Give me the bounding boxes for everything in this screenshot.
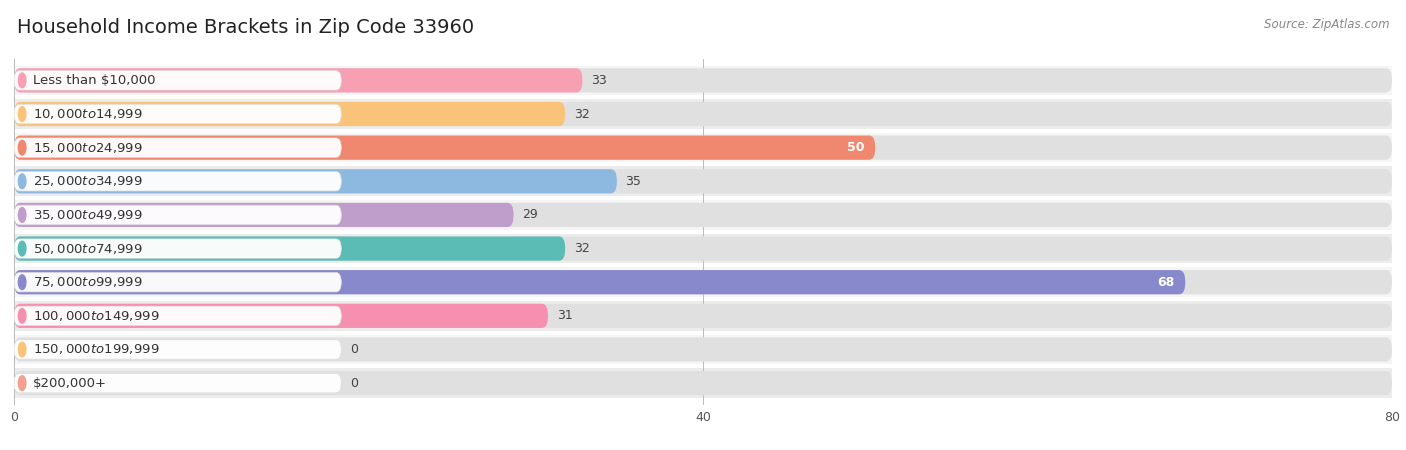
FancyBboxPatch shape	[14, 99, 1392, 129]
Text: 0: 0	[350, 377, 359, 390]
FancyBboxPatch shape	[14, 200, 1392, 230]
Circle shape	[18, 207, 25, 222]
FancyBboxPatch shape	[14, 236, 1392, 261]
FancyBboxPatch shape	[14, 68, 582, 93]
FancyBboxPatch shape	[14, 102, 1392, 126]
FancyBboxPatch shape	[14, 304, 548, 328]
Circle shape	[18, 73, 25, 88]
Circle shape	[18, 309, 25, 323]
FancyBboxPatch shape	[14, 169, 1392, 194]
FancyBboxPatch shape	[14, 166, 1392, 196]
Circle shape	[18, 174, 25, 189]
Circle shape	[18, 241, 25, 256]
FancyBboxPatch shape	[14, 371, 1392, 395]
FancyBboxPatch shape	[14, 304, 1392, 328]
Text: $25,000 to $34,999: $25,000 to $34,999	[32, 174, 142, 188]
FancyBboxPatch shape	[14, 338, 1392, 362]
Text: Less than $10,000: Less than $10,000	[32, 74, 155, 87]
FancyBboxPatch shape	[14, 270, 1392, 294]
FancyBboxPatch shape	[14, 133, 1392, 162]
FancyBboxPatch shape	[14, 135, 875, 160]
Circle shape	[18, 275, 25, 289]
FancyBboxPatch shape	[14, 267, 1392, 297]
FancyBboxPatch shape	[14, 234, 1392, 263]
FancyBboxPatch shape	[14, 301, 1392, 331]
FancyBboxPatch shape	[14, 68, 1392, 93]
Text: 31: 31	[557, 309, 572, 322]
FancyBboxPatch shape	[14, 369, 1392, 398]
FancyBboxPatch shape	[14, 270, 1185, 294]
FancyBboxPatch shape	[14, 71, 342, 90]
Text: 32: 32	[574, 242, 589, 255]
Text: $100,000 to $149,999: $100,000 to $149,999	[32, 309, 159, 323]
Circle shape	[18, 342, 25, 357]
Text: Household Income Brackets in Zip Code 33960: Household Income Brackets in Zip Code 33…	[17, 18, 474, 37]
FancyBboxPatch shape	[14, 374, 342, 393]
Text: 35: 35	[626, 175, 641, 188]
Text: $35,000 to $49,999: $35,000 to $49,999	[32, 208, 142, 222]
FancyBboxPatch shape	[14, 104, 342, 124]
Text: 32: 32	[574, 108, 589, 121]
FancyBboxPatch shape	[14, 203, 1392, 227]
FancyBboxPatch shape	[14, 239, 342, 258]
Text: $75,000 to $99,999: $75,000 to $99,999	[32, 275, 142, 289]
FancyBboxPatch shape	[14, 205, 342, 225]
Text: 33: 33	[591, 74, 607, 87]
FancyBboxPatch shape	[14, 138, 342, 158]
Text: $150,000 to $199,999: $150,000 to $199,999	[32, 342, 159, 356]
FancyBboxPatch shape	[14, 306, 342, 325]
FancyBboxPatch shape	[14, 102, 565, 126]
Text: $200,000+: $200,000+	[32, 377, 107, 390]
Circle shape	[18, 140, 25, 155]
Text: 68: 68	[1157, 276, 1175, 289]
Text: $50,000 to $74,999: $50,000 to $74,999	[32, 242, 142, 256]
FancyBboxPatch shape	[14, 236, 565, 261]
Text: $10,000 to $14,999: $10,000 to $14,999	[32, 107, 142, 121]
FancyBboxPatch shape	[14, 273, 342, 292]
FancyBboxPatch shape	[14, 135, 1392, 160]
FancyBboxPatch shape	[14, 66, 1392, 95]
Text: 29: 29	[522, 208, 538, 221]
Text: 50: 50	[848, 141, 865, 154]
FancyBboxPatch shape	[14, 169, 617, 194]
FancyBboxPatch shape	[14, 203, 513, 227]
Circle shape	[18, 376, 25, 391]
Text: 0: 0	[350, 343, 359, 356]
FancyBboxPatch shape	[14, 171, 342, 191]
Text: $15,000 to $24,999: $15,000 to $24,999	[32, 141, 142, 155]
FancyBboxPatch shape	[14, 340, 342, 359]
Text: Source: ZipAtlas.com: Source: ZipAtlas.com	[1264, 18, 1389, 31]
Circle shape	[18, 107, 25, 122]
FancyBboxPatch shape	[14, 335, 1392, 365]
